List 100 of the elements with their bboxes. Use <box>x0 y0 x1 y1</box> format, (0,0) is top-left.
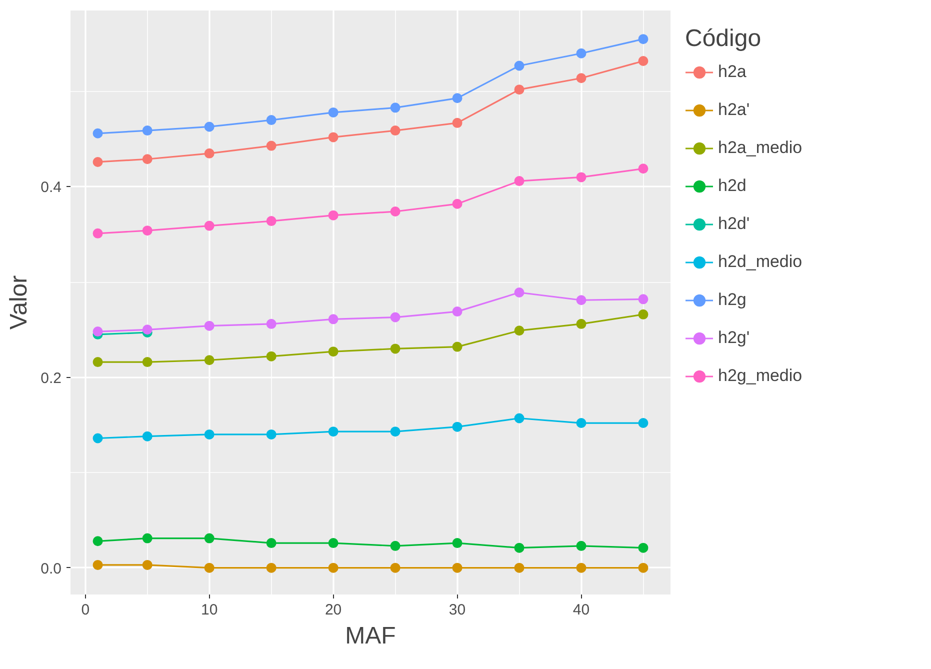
legend-label: h2d' <box>718 213 750 235</box>
x-axis-title: MAF <box>345 622 396 650</box>
legend-label: h2g <box>718 289 746 311</box>
point <box>390 426 400 437</box>
point <box>638 34 648 44</box>
point <box>266 562 276 573</box>
point <box>142 226 152 236</box>
point <box>328 538 338 548</box>
point <box>204 355 214 366</box>
point <box>92 228 103 238</box>
y-tick-label: 0.4 <box>40 179 62 196</box>
x-tick-label: 0 <box>81 602 90 618</box>
legend-label: h2g' <box>718 327 750 349</box>
x-tick-label: 20 <box>324 602 342 618</box>
point <box>452 562 462 573</box>
point <box>142 324 152 335</box>
point <box>92 536 103 546</box>
point <box>514 176 524 186</box>
point <box>204 122 214 132</box>
point <box>390 206 400 217</box>
point <box>638 56 648 66</box>
x-tick-label: 10 <box>201 602 218 618</box>
point <box>204 533 214 544</box>
point <box>92 357 103 368</box>
legend-label: h2g_medio <box>718 365 802 387</box>
point <box>576 562 586 573</box>
point <box>92 560 103 570</box>
legend-label: h2a <box>718 61 746 83</box>
point <box>142 560 152 570</box>
legend-label: h2d <box>718 175 746 197</box>
point <box>266 429 276 440</box>
point <box>452 422 462 432</box>
legend-title: Código <box>685 25 762 53</box>
point <box>514 60 524 71</box>
point <box>638 294 648 304</box>
point <box>328 314 338 324</box>
point <box>576 318 586 329</box>
point <box>452 538 462 548</box>
point <box>204 220 214 231</box>
x-tick-label: 30 <box>448 602 466 618</box>
point <box>328 210 338 220</box>
point <box>452 93 462 104</box>
point <box>576 540 586 551</box>
point <box>142 126 152 136</box>
point <box>452 198 462 209</box>
point <box>514 413 524 424</box>
point <box>576 172 586 182</box>
point <box>576 295 586 306</box>
point <box>514 562 524 573</box>
point <box>266 351 276 362</box>
point <box>266 115 276 126</box>
point <box>92 433 103 444</box>
point <box>328 107 338 118</box>
point <box>390 102 400 113</box>
point <box>390 540 400 551</box>
point <box>204 562 214 573</box>
y-axis-title: Valor <box>6 275 33 330</box>
point <box>92 128 103 138</box>
point <box>390 562 400 573</box>
point <box>266 216 276 226</box>
point <box>92 156 103 167</box>
legend-label: h2d_medio <box>718 251 802 273</box>
point <box>328 562 338 573</box>
point <box>514 326 524 336</box>
point <box>638 309 648 320</box>
point <box>638 164 648 174</box>
y-tick-label: 0.2 <box>40 370 62 387</box>
point <box>390 126 400 136</box>
x-tick-label: 40 <box>572 602 590 618</box>
point <box>142 154 152 164</box>
point <box>204 429 214 440</box>
point <box>328 346 338 357</box>
legend-label: h2a_medio <box>718 137 802 159</box>
point <box>514 542 524 553</box>
point <box>266 538 276 548</box>
point <box>142 357 152 368</box>
point <box>390 344 400 354</box>
point <box>204 320 214 331</box>
point <box>452 306 462 317</box>
point <box>266 140 276 151</box>
point <box>328 426 338 437</box>
point <box>576 418 586 428</box>
point <box>576 48 586 58</box>
point <box>92 326 103 337</box>
point <box>266 318 276 329</box>
legend-label: h2a' <box>718 99 750 121</box>
point <box>390 312 400 322</box>
point <box>514 288 524 298</box>
point <box>204 148 214 158</box>
point <box>638 418 648 428</box>
point <box>142 533 152 544</box>
point <box>576 73 586 84</box>
point <box>142 431 152 442</box>
point <box>452 342 462 352</box>
y-tick-label: 0.0 <box>40 560 62 578</box>
point <box>638 542 648 553</box>
point <box>638 562 648 573</box>
point <box>452 118 462 128</box>
point <box>328 132 338 142</box>
point <box>514 84 524 95</box>
